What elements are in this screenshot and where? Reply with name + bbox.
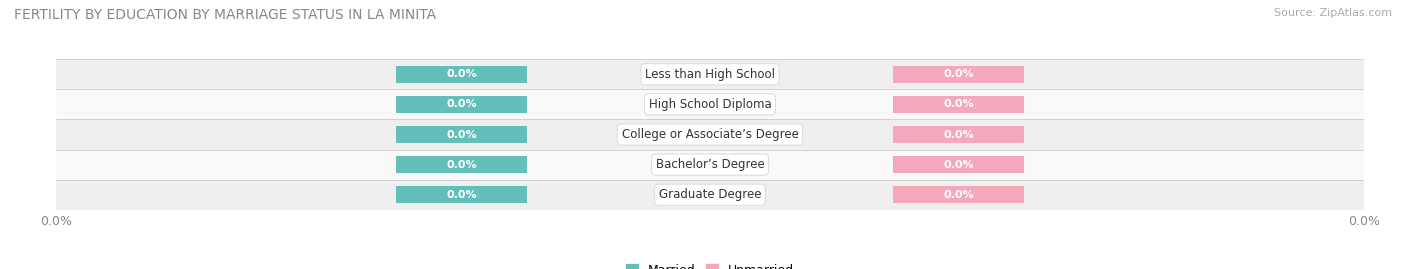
Text: 0.0%: 0.0% bbox=[943, 190, 974, 200]
Bar bbox=[893, 186, 1024, 203]
Text: 0.0%: 0.0% bbox=[446, 129, 477, 140]
Text: 0.0%: 0.0% bbox=[446, 99, 477, 109]
Bar bbox=[56, 89, 1364, 119]
Bar bbox=[893, 126, 1024, 143]
Text: High School Diploma: High School Diploma bbox=[648, 98, 772, 111]
Bar bbox=[56, 150, 1364, 180]
Bar bbox=[56, 180, 1364, 210]
Text: 0.0%: 0.0% bbox=[446, 190, 477, 200]
Bar bbox=[396, 66, 527, 83]
Text: 0.0%: 0.0% bbox=[943, 69, 974, 79]
Legend: Married, Unmarried: Married, Unmarried bbox=[620, 259, 800, 269]
Text: 0.0%: 0.0% bbox=[446, 160, 477, 170]
Text: Source: ZipAtlas.com: Source: ZipAtlas.com bbox=[1274, 8, 1392, 18]
Text: 0.0%: 0.0% bbox=[943, 160, 974, 170]
Text: 0.0%: 0.0% bbox=[943, 129, 974, 140]
Bar bbox=[396, 126, 527, 143]
Text: Bachelor’s Degree: Bachelor’s Degree bbox=[655, 158, 765, 171]
Bar bbox=[56, 119, 1364, 150]
Text: Less than High School: Less than High School bbox=[645, 68, 775, 81]
Text: 0.0%: 0.0% bbox=[446, 69, 477, 79]
Bar bbox=[893, 96, 1024, 113]
Bar bbox=[396, 186, 527, 203]
Bar bbox=[893, 66, 1024, 83]
Bar bbox=[396, 156, 527, 173]
Bar bbox=[56, 59, 1364, 89]
Text: College or Associate’s Degree: College or Associate’s Degree bbox=[621, 128, 799, 141]
Bar bbox=[893, 156, 1024, 173]
Text: 0.0%: 0.0% bbox=[943, 99, 974, 109]
Bar bbox=[396, 96, 527, 113]
Text: FERTILITY BY EDUCATION BY MARRIAGE STATUS IN LA MINITA: FERTILITY BY EDUCATION BY MARRIAGE STATU… bbox=[14, 8, 436, 22]
Text: Graduate Degree: Graduate Degree bbox=[659, 188, 761, 201]
